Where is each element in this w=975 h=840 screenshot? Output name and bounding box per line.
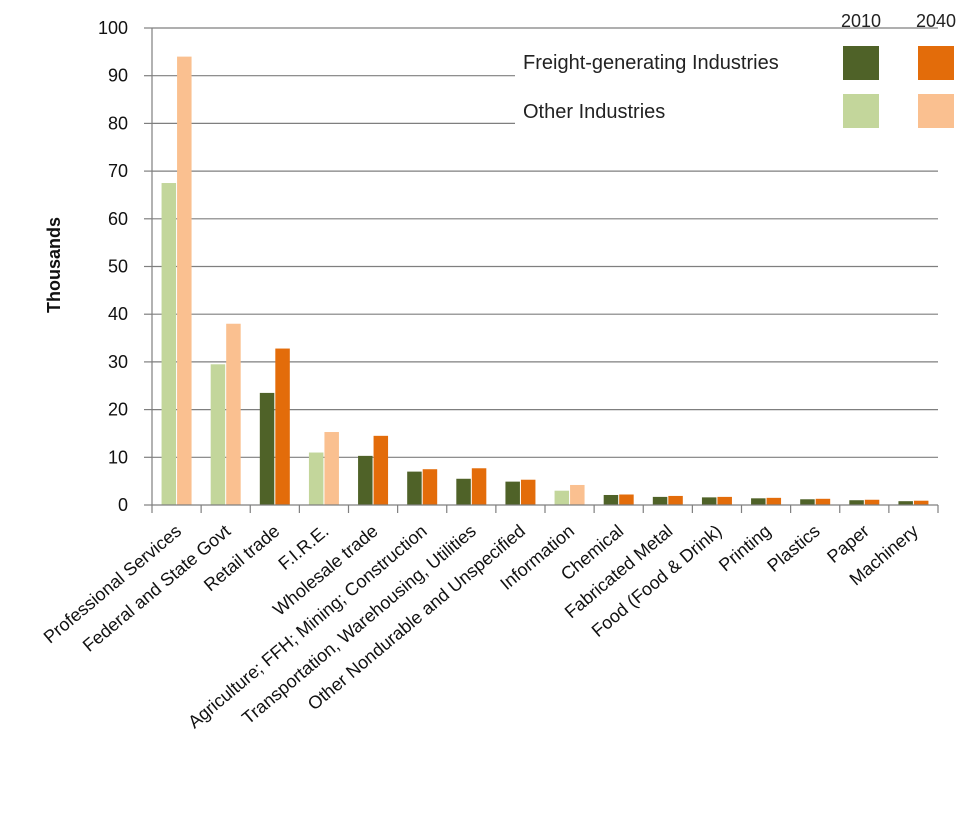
bar-fabricated-metal-2040 <box>668 495 683 505</box>
bars <box>161 56 929 506</box>
bar-food-food-drink-2010 <box>701 497 717 505</box>
legend-label-other: Other Industries <box>523 101 665 123</box>
bar-food-food-drink-2040 <box>717 496 732 505</box>
y-tick-label-90: 90 <box>108 66 128 86</box>
y-tick-label-100: 100 <box>98 18 128 38</box>
bar-f-i-r-e-2040 <box>324 432 339 505</box>
legend-background <box>515 40 955 140</box>
y-tick-label-30: 30 <box>108 352 128 372</box>
y-tick-label-50: 50 <box>108 257 128 277</box>
y-tick-label-20: 20 <box>108 400 128 420</box>
x-tick-label-printing: Printing <box>715 521 775 576</box>
y-tick-label-40: 40 <box>108 304 128 324</box>
bar-wholesale-trade-2040 <box>373 435 389 505</box>
bar-other-nondurable-and-unspecified-2010 <box>505 481 520 505</box>
bar-chemical-2010 <box>603 494 619 505</box>
y-tick-label-10: 10 <box>108 447 128 467</box>
y-tick-labels: 0 10 20 30 40 50 60 70 80 90 100 <box>98 18 128 515</box>
legend-swatch-other-2010 <box>843 94 879 128</box>
legend-swatch-freight-2010 <box>843 46 879 80</box>
legend-swatch-freight-2040 <box>918 46 954 80</box>
axes <box>144 27 939 513</box>
bar-machinery-2010 <box>898 501 913 505</box>
legend-label-freight: Freight-generating Industries <box>523 52 779 74</box>
bar-agriculture-ffh-mining-construction-2040 <box>422 469 438 505</box>
y-tick-label-60: 60 <box>108 209 128 229</box>
bar-retail-trade-2010 <box>259 392 275 505</box>
bar-transportation-warehousing-utilities-2040 <box>471 468 487 505</box>
bar-paper-2040 <box>864 499 880 505</box>
bar-retail-trade-2040 <box>275 348 290 505</box>
bar-fabricated-metal-2010 <box>652 496 668 505</box>
y-tick-label-80: 80 <box>108 113 128 133</box>
legend-year-2040: 2040 <box>916 11 956 31</box>
bar-professional-services-2010 <box>161 183 177 505</box>
bar-information-2040 <box>570 484 585 505</box>
bar-plastics-2010 <box>800 499 815 505</box>
y-tick-label-70: 70 <box>108 161 128 181</box>
bar-machinery-2040 <box>913 500 929 505</box>
bar-paper-2010 <box>849 500 864 505</box>
bar-printing-2040 <box>766 497 782 505</box>
bar-agriculture-ffh-mining-construction-2010 <box>407 471 422 505</box>
legend: 2010 2040 Freight-generating Industries … <box>515 11 956 140</box>
bar-printing-2010 <box>751 498 766 505</box>
bar-f-i-r-e-2010 <box>308 452 324 505</box>
legend-year-2010: 2010 <box>841 11 881 31</box>
y-tick-label-0: 0 <box>118 495 128 515</box>
legend-swatch-other-2040 <box>918 94 954 128</box>
bar-information-2010 <box>554 490 570 505</box>
bar-federal-and-state-govt-2040 <box>226 323 241 505</box>
bar-plastics-2040 <box>815 498 831 505</box>
bar-wholesale-trade-2010 <box>358 455 373 505</box>
bar-other-nondurable-and-unspecified-2040 <box>520 479 536 505</box>
x-tick-label-plastics: Plastics <box>763 521 823 576</box>
bar-transportation-warehousing-utilities-2010 <box>456 478 471 505</box>
bar-federal-and-state-govt-2010 <box>210 364 226 505</box>
bar-professional-services-2040 <box>177 56 192 506</box>
bar-chemical-2040 <box>619 494 634 505</box>
y-axis-label: Thousands <box>44 217 64 313</box>
